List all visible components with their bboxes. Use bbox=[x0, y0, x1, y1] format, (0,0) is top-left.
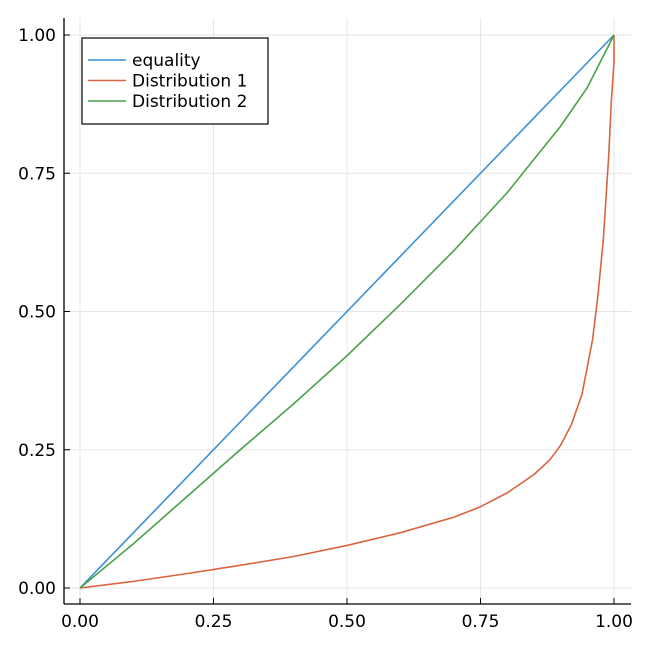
legend-label-distribution-2: Distribution 2 bbox=[132, 92, 247, 112]
y-tick-label: 0.50 bbox=[18, 303, 56, 323]
x-tick-label: 0.75 bbox=[462, 612, 500, 632]
x-tick-label: 0.25 bbox=[195, 612, 233, 632]
series-line-distribution-2 bbox=[79, 34, 615, 589]
x-tick-label: 1.00 bbox=[595, 612, 633, 632]
ticks: 0.00 0.25 0.50 0.75 1.00 0.00 0.25 0.50 0.75 1.00 bbox=[18, 26, 633, 632]
x-tick-label: 0.50 bbox=[328, 612, 366, 632]
y-tick-label: 0.00 bbox=[18, 579, 56, 599]
x-tick-label: 0.00 bbox=[61, 612, 99, 632]
series-line-equality bbox=[79, 34, 615, 589]
series-line-distribution-1 bbox=[79, 35, 615, 589]
legend-label-distribution-1: Distribution 1 bbox=[132, 72, 247, 92]
y-tick-label: 0.25 bbox=[18, 441, 56, 461]
series-group bbox=[79, 34, 615, 589]
y-tick-label: 0.75 bbox=[18, 164, 56, 184]
legend-label-equality: equality bbox=[132, 51, 201, 71]
y-tick-label: 1.00 bbox=[18, 26, 56, 46]
